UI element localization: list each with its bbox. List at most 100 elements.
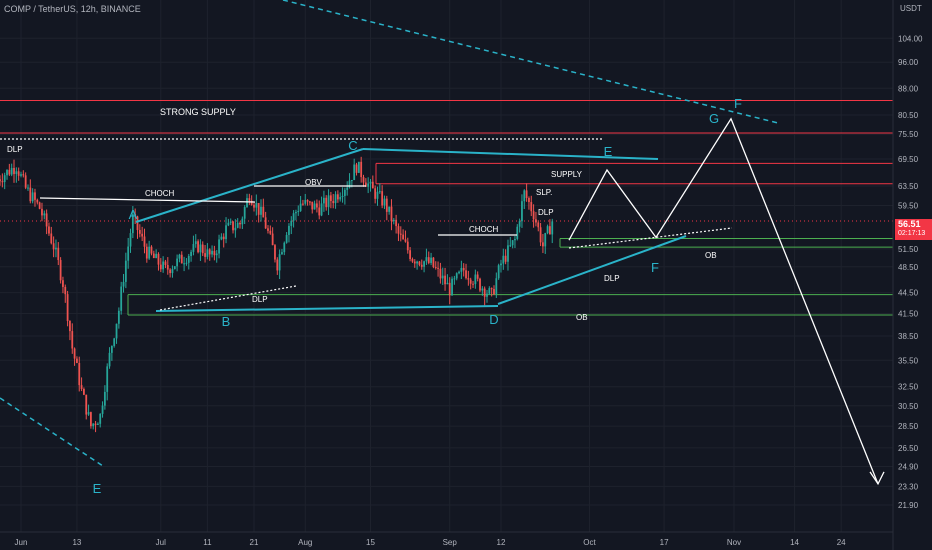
candle-body	[371, 181, 374, 189]
trendline-c-e	[362, 148, 659, 160]
time-tick-label: Sep	[443, 538, 458, 547]
price-tick-label: 48.50	[898, 263, 919, 272]
candle-body	[285, 234, 288, 243]
price-tick-label: 63.50	[898, 182, 919, 191]
candle-body	[528, 198, 530, 203]
candle-body	[369, 181, 372, 184]
candle-body	[45, 213, 48, 227]
candle-body	[17, 171, 20, 176]
wave-label-g: G	[709, 111, 719, 126]
trendline-b-d	[155, 305, 499, 312]
candle-body	[299, 203, 302, 211]
candle-body	[106, 366, 109, 392]
projection-arrowhead	[869, 471, 885, 486]
candle-body	[183, 263, 185, 265]
candle-body	[62, 280, 64, 287]
time-tick-label: 17	[660, 538, 669, 547]
candle-body	[80, 385, 83, 389]
candle-body	[283, 242, 286, 253]
candle-body	[232, 221, 234, 231]
candle-body	[290, 220, 293, 226]
candle-body	[120, 286, 123, 311]
price-tick-label: 23.30	[898, 482, 919, 491]
candle-body	[343, 189, 346, 196]
candle-body	[523, 190, 526, 202]
wave-label-f-lower: F	[651, 260, 659, 275]
candle-body	[127, 246, 130, 261]
candle-body	[350, 180, 353, 182]
candle-body	[8, 169, 11, 175]
candle-body	[57, 247, 60, 261]
candle-body	[460, 267, 463, 272]
candle-body	[430, 257, 432, 263]
candle-body	[495, 278, 498, 295]
candle-body	[511, 240, 514, 246]
candle-body	[420, 264, 423, 267]
candle-body	[542, 242, 544, 247]
candle-body	[101, 405, 104, 414]
candle-body	[336, 194, 339, 200]
candle-body	[22, 174, 25, 176]
candle-body	[539, 227, 542, 243]
candle-body	[432, 257, 435, 268]
candle-body	[444, 275, 446, 285]
candle-body	[302, 203, 304, 205]
candle-body	[141, 233, 144, 237]
time-tick-label: 12	[497, 538, 506, 547]
wave-label-d: D	[489, 312, 498, 327]
price-tick-label: 30.50	[898, 402, 919, 411]
candle-body	[479, 278, 481, 291]
candle-body	[374, 188, 377, 199]
candle-body	[176, 258, 179, 267]
candle-body	[159, 264, 162, 270]
time-axis[interactable]: Jun 13 Jul 11 21 Aug 15 Sep 12 Oct 17 Nov 14 24	[15, 538, 847, 547]
candle-body	[297, 210, 300, 213]
candle-body	[15, 171, 18, 175]
candle-body	[48, 226, 50, 234]
dlp-dotted-1	[159, 285, 297, 311]
price-tick-label: 96.00	[898, 58, 919, 67]
price-tick-label: 59.50	[898, 202, 919, 211]
candle-body	[164, 261, 167, 265]
candle-body	[360, 161, 363, 178]
candle-body	[131, 214, 134, 234]
candle-body	[192, 244, 195, 252]
price-tick-label: 32.50	[898, 383, 919, 392]
candle-body	[225, 225, 227, 240]
candle-body	[546, 226, 549, 234]
symbol-header: COMP / TetherUS, 12h, BINANCE	[4, 4, 141, 14]
wave-label-c: C	[348, 138, 357, 153]
candle-body	[295, 212, 297, 214]
price-axis[interactable]: 104.00 96.00 88.00 80.50 75.50 69.50 63.50 59.5…	[898, 4, 923, 510]
candlestick-series	[0, 156, 554, 433]
candle-body	[532, 211, 535, 220]
price-tick-label: 38.50	[898, 332, 919, 341]
candle-body	[362, 177, 365, 183]
candle-body	[399, 233, 402, 235]
choch-line-1	[39, 197, 256, 203]
candle-body	[41, 208, 43, 216]
candle-body	[381, 191, 384, 206]
candle-body	[190, 251, 192, 257]
candle-body	[199, 244, 202, 253]
candle-body	[108, 352, 111, 367]
last-price-badge: 56.51 02:17:13	[895, 219, 932, 240]
candle-body	[367, 183, 370, 187]
label-slp: SLP.	[536, 188, 552, 197]
candle-body	[348, 180, 351, 188]
currency-label: USDT	[900, 4, 922, 13]
candle-body	[309, 201, 311, 203]
candle-body	[155, 253, 158, 259]
candle-body	[481, 288, 484, 291]
candle-body	[260, 206, 262, 215]
candle-body	[187, 256, 190, 263]
candle-body	[465, 270, 467, 279]
label-dlp-1: DLP	[7, 145, 23, 154]
candle-body	[288, 225, 290, 235]
candle-body	[50, 233, 53, 244]
candle-body	[59, 260, 62, 281]
candle-body	[385, 198, 388, 212]
candle-body	[31, 192, 34, 202]
candle-body	[34, 192, 36, 200]
